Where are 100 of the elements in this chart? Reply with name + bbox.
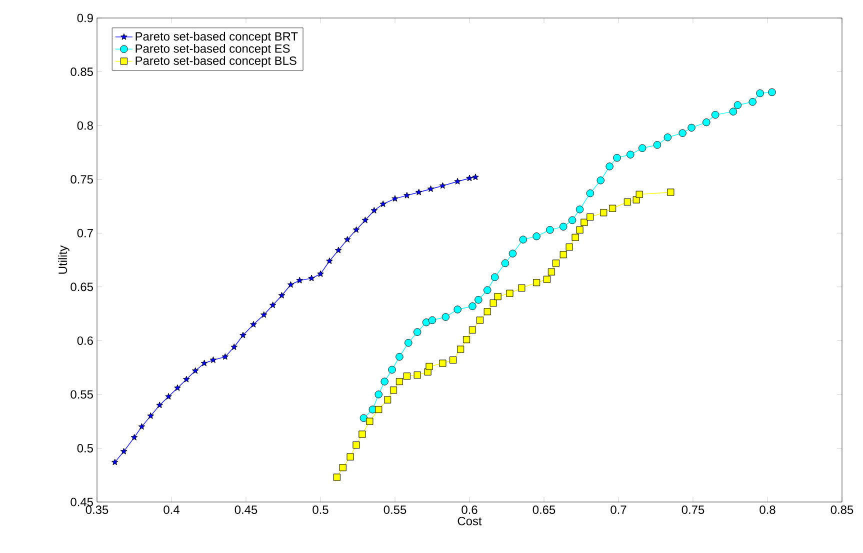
point [426, 362, 433, 370]
x-tick-label: 0.8 [760, 506, 776, 514]
point [326, 258, 333, 264]
x-tick-label: 0.35 [86, 506, 108, 514]
point [734, 101, 742, 109]
point [454, 178, 461, 184]
y-tick-label: 0.9 [77, 14, 93, 22]
legend-label: Pareto set-based concept ES [136, 44, 290, 56]
point [352, 441, 360, 449]
point [396, 378, 404, 386]
point [474, 296, 482, 304]
point [287, 281, 294, 288]
point [422, 318, 430, 326]
point [230, 344, 238, 350]
y-tick-label: 0.75 [70, 175, 93, 184]
point [468, 326, 476, 334]
point [352, 226, 360, 233]
point [501, 259, 510, 268]
point [384, 396, 392, 404]
point [606, 162, 614, 170]
point [484, 308, 491, 316]
point [333, 474, 340, 481]
point [586, 189, 594, 198]
x-tick-label: 0.85 [830, 506, 854, 514]
point [600, 209, 608, 216]
point [174, 384, 181, 391]
point [210, 356, 217, 363]
point [396, 352, 404, 361]
point [404, 338, 412, 347]
point [468, 302, 476, 310]
point [576, 226, 584, 234]
point [317, 270, 324, 277]
point [702, 118, 710, 126]
point [543, 276, 551, 283]
point [138, 423, 146, 430]
point [462, 336, 470, 344]
point [506, 290, 514, 297]
point [508, 250, 517, 258]
point [472, 174, 479, 180]
point [427, 185, 434, 192]
point [392, 195, 398, 202]
point [466, 174, 473, 182]
point [532, 232, 540, 240]
point [240, 332, 246, 338]
point [576, 206, 584, 214]
point [518, 284, 526, 292]
point [560, 251, 567, 258]
point [428, 316, 436, 324]
point [494, 293, 502, 300]
point [596, 176, 604, 184]
point [362, 216, 369, 224]
point [296, 276, 304, 284]
point [414, 328, 422, 336]
point [638, 144, 646, 152]
point [476, 316, 484, 324]
point [222, 353, 229, 360]
point [183, 376, 190, 382]
point [346, 453, 354, 460]
point [358, 430, 366, 438]
point [390, 386, 398, 394]
point [278, 292, 286, 298]
point [450, 356, 457, 364]
point [380, 378, 388, 386]
point [404, 192, 410, 198]
point [269, 302, 276, 308]
point [442, 313, 450, 321]
y-tick-label: 0.85 [70, 68, 93, 76]
point [688, 124, 696, 132]
point [415, 188, 422, 196]
point [339, 464, 346, 472]
point [370, 206, 378, 214]
x-axis-title: Cost [458, 516, 482, 526]
x-tick-label: 0.6 [462, 506, 478, 514]
point [756, 89, 764, 98]
point [586, 213, 594, 221]
point [636, 190, 643, 198]
point [439, 182, 446, 189]
point [414, 372, 421, 379]
point [147, 412, 154, 419]
point [560, 222, 568, 231]
point [552, 260, 560, 267]
point [667, 188, 674, 196]
y-tick-label: 0.45 [70, 498, 93, 506]
point [566, 244, 573, 251]
point [165, 393, 172, 400]
point [192, 367, 199, 374]
point [546, 226, 554, 234]
point [729, 108, 738, 116]
x-tick-label: 0.55 [384, 506, 406, 514]
point [748, 98, 756, 106]
x-tick-label: 0.45 [234, 506, 258, 514]
y-tick-label: 0.6 [77, 336, 93, 345]
y-axis-title: Utility [58, 245, 70, 274]
point [374, 390, 382, 398]
point [120, 448, 128, 454]
point [403, 372, 410, 380]
point [439, 360, 446, 367]
point [457, 346, 464, 353]
point [484, 286, 492, 294]
point [344, 236, 351, 242]
